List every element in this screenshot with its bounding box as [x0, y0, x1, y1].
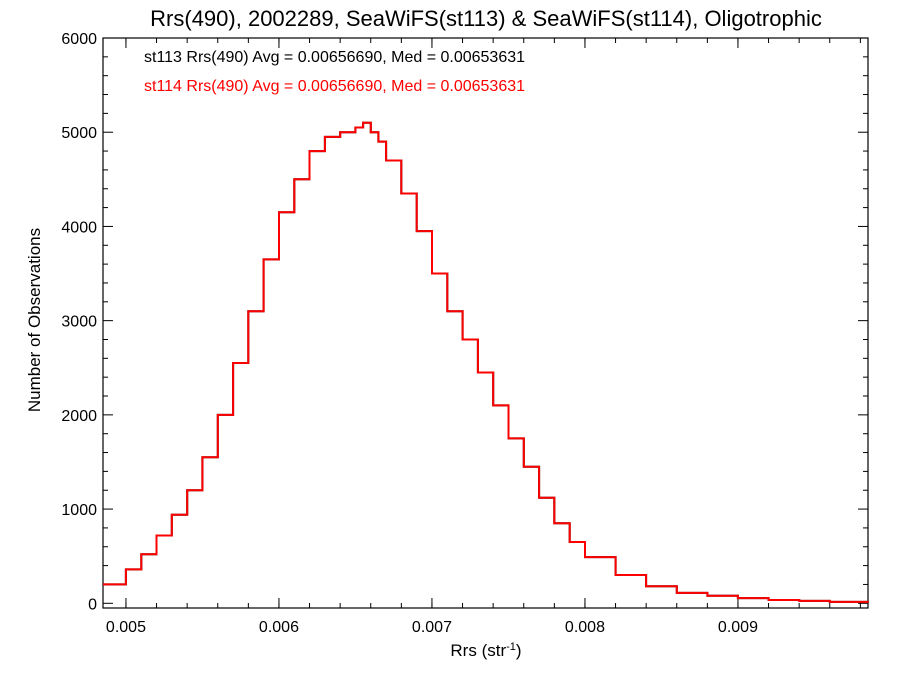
y-tick-label: 0: [88, 596, 97, 613]
y-tick-label: 5000: [61, 125, 97, 142]
x-tick-label: 0.007: [412, 619, 452, 636]
x-tick-label: 0.005: [106, 619, 146, 636]
chart-title: Rrs(490), 2002289, SeaWiFS(st113) & SeaW…: [150, 6, 822, 31]
y-tick-label: 4000: [61, 219, 97, 236]
legend-entry-st114: st114 Rrs(490) Avg = 0.00656690, Med = 0…: [144, 78, 525, 95]
y-tick-label: 6000: [61, 31, 97, 48]
y-tick-label: 2000: [61, 408, 97, 425]
series-line-st113: [103, 121, 869, 603]
y-tick-label: 3000: [61, 314, 97, 331]
plot-frame: [102, 37, 869, 609]
y-axis-label: Number of Observations: [25, 228, 44, 412]
x-tick-label: 0.006: [259, 619, 299, 636]
x-axis-label: Rrs (str-1): [450, 641, 521, 660]
x-axis-label-end: ): [516, 641, 522, 660]
x-axis-label-superscript: -1: [506, 641, 516, 653]
x-tick-label: 0.008: [565, 619, 605, 636]
y-tick-label: 1000: [61, 502, 97, 519]
series-line-st114: [103, 121, 869, 603]
legend-entry-st113: st113 Rrs(490) Avg = 0.00656690, Med = 0…: [144, 49, 525, 66]
x-axis-label-text: Rrs (str: [450, 641, 506, 660]
x-tick-label: 0.009: [718, 619, 758, 636]
series-layer: [103, 121, 869, 603]
axis-ticks: 0.005 0.006 0.007 0.008 0.009 0 1000 2000 3000 40…: [61, 31, 868, 636]
